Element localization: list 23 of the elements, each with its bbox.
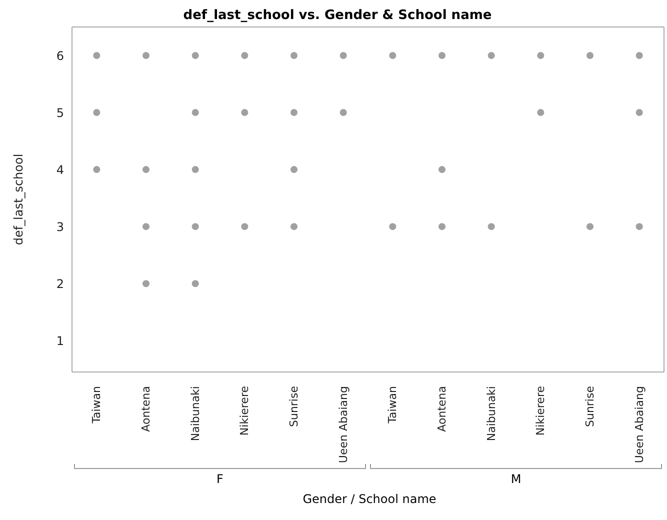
x-tick-label: Ueen Abaiang <box>632 386 646 464</box>
y-tick-label: 4 <box>56 162 64 177</box>
x-tick-label: Taiwan <box>386 386 400 424</box>
x-tick-label: Ueen Abaiang <box>336 386 350 464</box>
y-tick-label: 2 <box>56 276 64 291</box>
x-tick-label: Naibunaki <box>188 386 202 442</box>
x-axis-title: F <box>216 472 224 486</box>
y-tick-label: 5 <box>56 106 64 120</box>
chart-title: def_last_school vs. Gender & School name <box>182 8 493 25</box>
x-tick-label: Taiwan <box>90 386 104 424</box>
x-tick-label: Nikierere <box>534 386 548 436</box>
text: Gender / School name <box>302 492 438 506</box>
y-tick-label: 3 <box>56 220 64 234</box>
x-tick-label: Aontena <box>140 386 152 432</box>
x-axis-title: M <box>510 472 522 486</box>
y-tick-label: 1 <box>56 334 64 348</box>
y-axis-title: def_last_school <box>11 154 26 246</box>
x-tick-label: Naibunaki <box>484 386 498 442</box>
x-tick-label: Aontena <box>436 386 448 432</box>
x-tick-label: Sunrise <box>288 386 300 428</box>
x-tick-label: Nikierere <box>238 386 252 436</box>
x-tick-label: Sunrise <box>584 386 596 428</box>
y-tick-label: 6 <box>56 48 64 63</box>
